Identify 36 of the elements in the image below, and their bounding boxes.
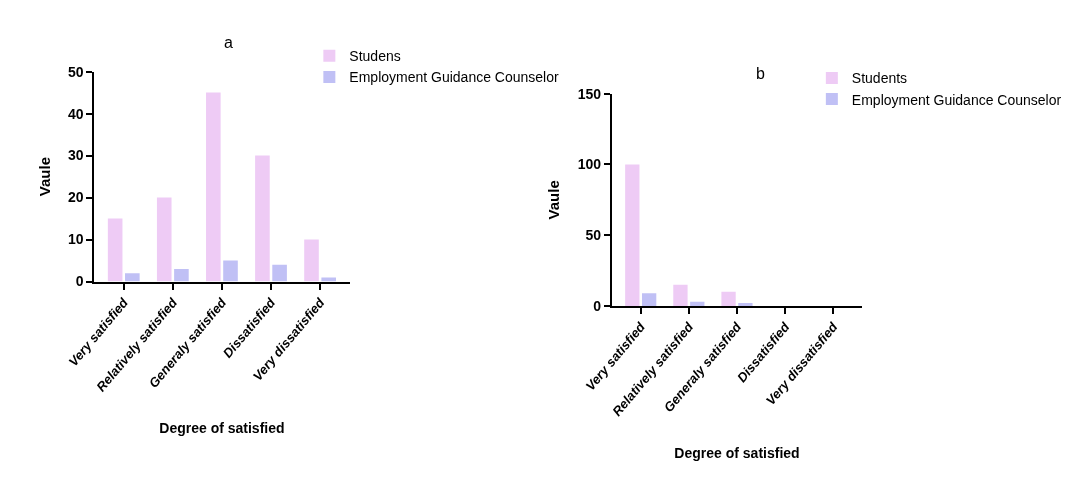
bar: [641, 293, 657, 306]
bar: [255, 155, 270, 282]
y-tick-label: 10: [67, 231, 84, 248]
legend-label: Studens: [349, 48, 401, 65]
y-tick-label: 0: [75, 273, 84, 290]
y-tick-label: 20: [67, 189, 84, 206]
y-tick-label: 150: [577, 85, 602, 102]
bar: [223, 260, 238, 282]
y-tick-label: 30: [67, 147, 84, 164]
bar: [625, 164, 640, 306]
bar: [690, 301, 705, 306]
bar: [272, 264, 287, 282]
bar: [174, 268, 189, 282]
bar: [304, 239, 319, 282]
x-axis-title: Degree of satisfied: [674, 444, 800, 461]
bar: [738, 303, 753, 306]
bar: [156, 197, 172, 282]
y-tick-label: 0: [593, 297, 602, 314]
legend-label: Students: [851, 70, 908, 87]
chart-title: a: [224, 34, 233, 51]
y-tick-label: 40: [67, 105, 84, 122]
y-axis-title: Vaule: [35, 156, 53, 197]
bar: [206, 92, 221, 282]
bar: [673, 284, 688, 306]
bar: [125, 273, 140, 282]
y-tick-label: 50: [585, 227, 602, 244]
y-tick-label: 50: [67, 63, 84, 80]
legend-label: Employment Guidance Counselor: [349, 69, 560, 86]
legend-label: Employment Guidance Counselor: [851, 91, 1062, 108]
bar: [321, 277, 336, 282]
y-tick-label: 100: [577, 156, 602, 173]
y-axis-title: Vaule: [545, 180, 563, 220]
chart-title: b: [756, 65, 765, 82]
x-axis-title: Degree of satisfied: [159, 420, 285, 437]
bar: [107, 218, 123, 282]
bar: [721, 291, 736, 306]
